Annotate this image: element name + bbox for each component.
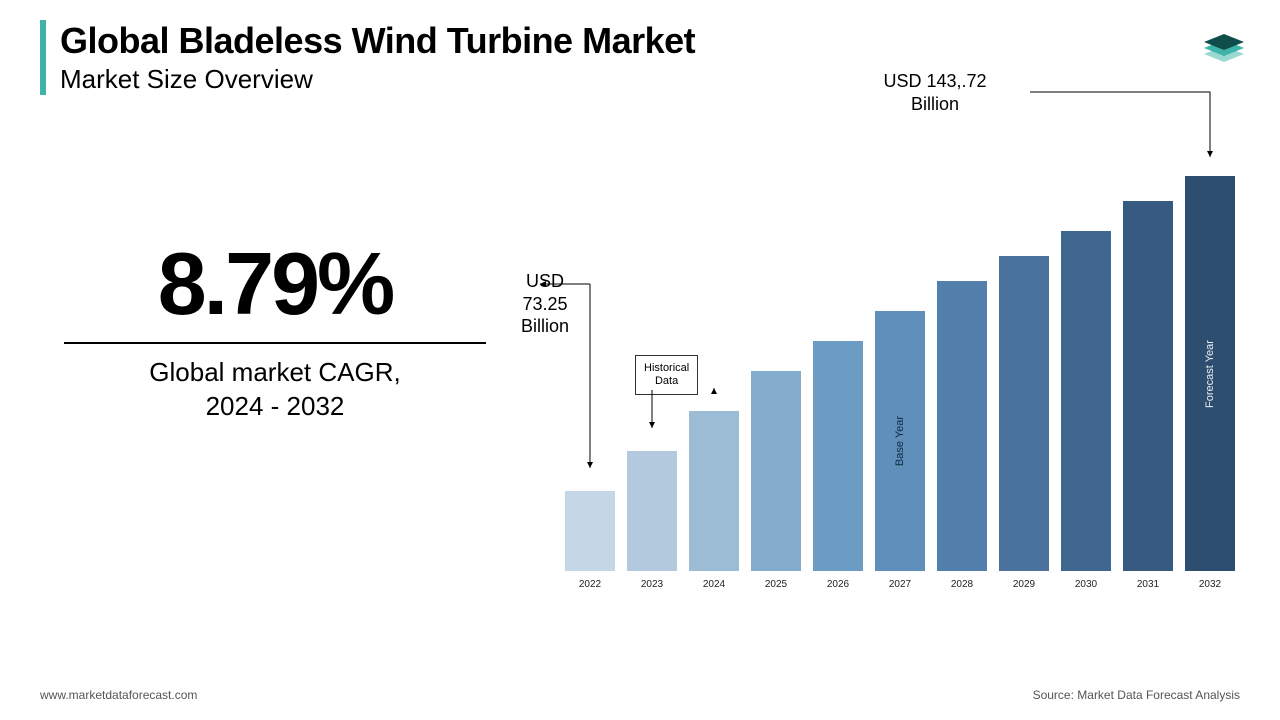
bar-group: 2028 [937,281,987,590]
bar-category-label: 2022 [579,579,601,590]
callout-end-line2: Billion [911,94,959,114]
bar [813,341,863,571]
bar [565,491,615,571]
bar: Forecast Year [1185,176,1235,571]
bar: Base Year [875,311,925,571]
bar [999,256,1049,571]
cagr-label-line1: Global market CAGR, [149,357,400,387]
bar-group: 2025 [751,371,801,590]
bar-category-label: 2025 [765,579,787,590]
cagr-panel: 8.79% Global market CAGR, 2024 - 2032 [60,240,490,424]
footer-source: Source: Market Data Forecast Analysis [1033,688,1240,702]
bar [627,451,677,571]
bar-category-label: 2028 [951,579,973,590]
bar-category-label: 2024 [703,579,725,590]
callout-end-line1: USD 143,.72 [883,71,986,91]
cagr-value: 8.79% [60,240,490,328]
bar-group: 2030 [1061,231,1111,590]
bar-text-base-year: Base Year [894,416,906,466]
bar [751,371,801,571]
bar-group: 2023 [627,451,677,590]
footer-url: www.marketdataforecast.com [40,688,197,702]
callout-end-value: USD 143,.72 Billion [840,70,1030,115]
bar-chart: 2022 2023 2024 2025 2026 Base Year 2027 2028 202… [560,70,1240,630]
bar-group: 2031 [1123,201,1173,590]
bar-text-forecast-year: Forecast Year [1204,340,1216,408]
historical-data-line1: Historical [644,362,689,374]
cagr-label-line2: 2024 - 2032 [206,391,345,421]
bar-group: 2024 [689,411,739,590]
bar-category-label: 2027 [889,579,911,590]
bar-category-label: 2030 [1075,579,1097,590]
bar-category-label: 2029 [1013,579,1035,590]
bar-category-label: 2026 [827,579,849,590]
bar-group: 2022 [565,491,615,590]
cagr-label: Global market CAGR, 2024 - 2032 [60,356,490,424]
callout-start-line2: 73.25 [522,294,567,314]
callout-start-value: USD 73.25 Billion [500,270,590,338]
bar-category-label: 2032 [1199,579,1221,590]
callout-start-line1: USD [526,271,564,291]
bar-category-label: 2023 [641,579,663,590]
historical-data-line2: Data [655,375,678,387]
bar-group: Base Year 2027 [875,311,925,590]
bar-category-label: 2031 [1137,579,1159,590]
bar [937,281,987,571]
bar-group: 2026 [813,341,863,590]
bar-group: 2029 [999,256,1049,590]
bar [1061,231,1111,571]
bar-group: Forecast Year 2032 [1185,176,1235,590]
bar [689,411,739,571]
brand-logo [1196,18,1252,74]
page-title: Global Bladeless Wind Turbine Market [60,20,695,62]
historical-data-box: Historical Data [635,355,698,395]
callout-start-line3: Billion [521,316,569,336]
bar [1123,201,1173,571]
cagr-divider [64,342,486,344]
